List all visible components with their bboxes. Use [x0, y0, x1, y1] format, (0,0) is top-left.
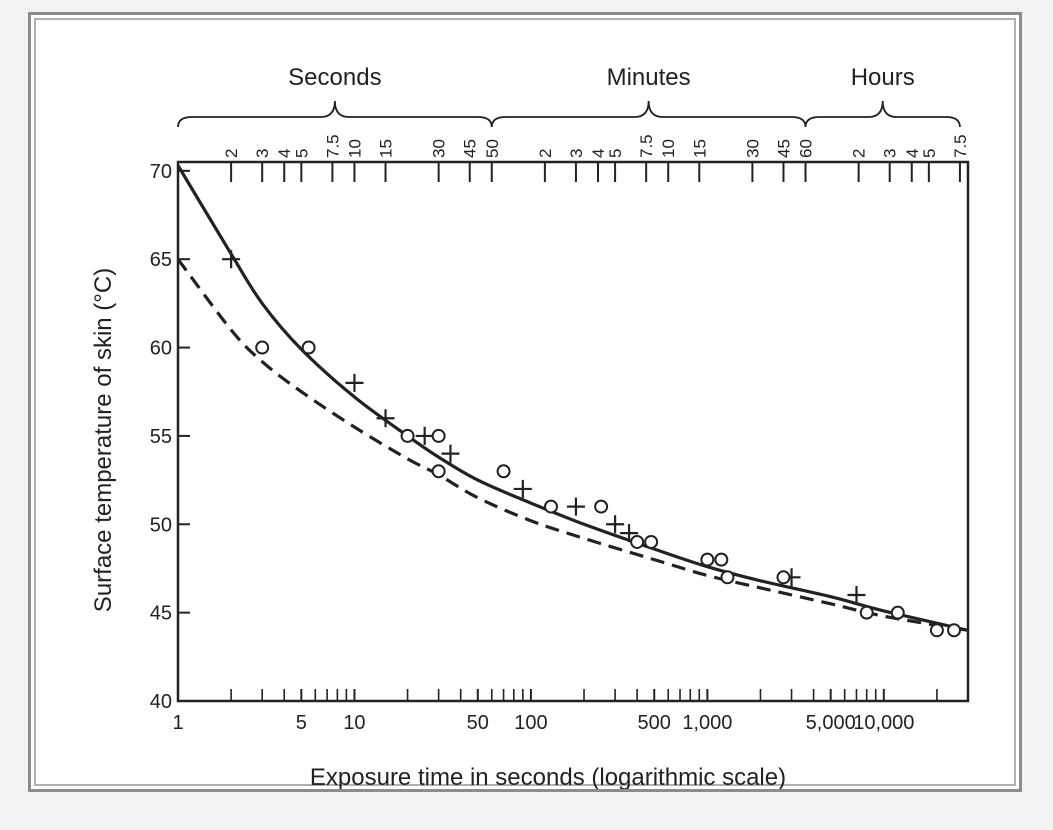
circle-marker-9	[644, 534, 659, 549]
circle-marker-16	[929, 623, 944, 638]
brace-seconds	[177, 100, 493, 128]
x-tick-label-10,000: 10,000	[853, 712, 914, 734]
y-tick-label-65: 65	[150, 249, 172, 271]
y-tick-label-45: 45	[150, 603, 172, 625]
x-tick-label-5,000: 5,000	[806, 712, 856, 734]
top-tick-label-17: 30	[743, 139, 762, 158]
plus-marker-1	[345, 373, 364, 392]
top-tick-label-24: 7.5	[951, 134, 970, 158]
top-tick-label-19: 60	[797, 139, 816, 158]
circle-marker-12	[720, 570, 735, 585]
top-tick-label-1: 3	[253, 149, 272, 158]
circle-marker-3	[431, 428, 446, 443]
circle-marker-2	[400, 428, 415, 443]
plus-marker-7	[606, 515, 625, 534]
circle-marker-15	[890, 605, 905, 620]
plot-frame	[176, 160, 970, 703]
circle-marker-17	[947, 623, 962, 638]
top-tick-label-12: 4	[589, 149, 608, 158]
x-tick-label-100: 100	[514, 712, 547, 734]
circle-marker-7	[594, 499, 609, 514]
plus-marker-3	[415, 426, 434, 445]
plus-marker-6	[566, 497, 585, 516]
top-tick-label-11: 3	[567, 149, 586, 158]
top-tick-label-20: 2	[850, 149, 869, 158]
plus-marker-10	[847, 585, 866, 604]
top-tick-label-16: 15	[690, 139, 709, 158]
figure-frame: 40 45 50 55 60 65 70 1 5 10 50 100 500 1,000 5,000 10,0…	[28, 12, 1022, 792]
top-tick-label-14: 7.5	[637, 134, 656, 158]
plus-marker-5	[513, 479, 532, 498]
x-tick-label-1,000: 1,000	[682, 712, 732, 734]
x-tick-label-5: 5	[296, 712, 307, 734]
group-label-seconds: Seconds	[288, 64, 381, 91]
y-tick-label-60: 60	[150, 338, 172, 360]
top-tick-label-10: 2	[536, 149, 555, 158]
circle-marker-1	[301, 340, 316, 355]
circle-marker-8	[630, 534, 645, 549]
top-tick-label-8: 45	[461, 139, 480, 158]
top-tick-label-3: 5	[292, 149, 311, 158]
group-label-minutes: Minutes	[607, 64, 691, 91]
group-label-hours: Hours	[851, 64, 915, 91]
top-tick-label-13: 5	[606, 149, 625, 158]
series-line-solid	[176, 164, 969, 632]
x-tick-label-500: 500	[638, 712, 671, 734]
top-tick-label-15: 10	[659, 139, 678, 158]
series-line-dashed	[176, 258, 969, 632]
circle-marker-14	[859, 605, 874, 620]
top-tick-label-2: 4	[275, 149, 294, 158]
y-tick-label-50: 50	[150, 514, 172, 536]
y-axis-title: Surface temperature of skin (°C)	[90, 268, 117, 612]
circle-marker-4	[431, 464, 446, 479]
plus-marker-0	[222, 250, 241, 269]
circle-marker-10	[700, 552, 715, 567]
x-tick-label-10: 10	[343, 712, 365, 734]
x-tick-label-50: 50	[467, 712, 489, 734]
circle-marker-5	[496, 464, 511, 479]
y-tick-label-70: 70	[150, 161, 172, 183]
top-tick-label-22: 4	[903, 149, 922, 158]
brace-hours	[804, 100, 961, 128]
plus-marker-2	[376, 409, 395, 428]
top-tick-label-9: 50	[483, 139, 502, 158]
top-tick-label-7: 30	[430, 139, 449, 158]
brace-minutes	[490, 100, 807, 128]
top-tick-label-5: 10	[345, 139, 364, 158]
top-tick-label-18: 45	[774, 139, 793, 158]
circle-marker-0	[255, 340, 270, 355]
x-axis-title: Exposure time in seconds (logarithmic sc…	[310, 764, 786, 789]
plus-marker-4	[441, 444, 460, 463]
top-tick-label-21: 3	[881, 149, 900, 158]
x-tick-label-1: 1	[172, 712, 183, 734]
top-tick-label-6: 15	[377, 139, 396, 158]
y-tick-label-40: 40	[150, 691, 172, 713]
circle-marker-11	[714, 552, 729, 567]
plus-marker-8	[620, 524, 639, 543]
circle-marker-13	[776, 570, 791, 585]
y-tick-label-55: 55	[150, 426, 172, 448]
top-tick-label-23: 5	[920, 149, 939, 158]
circle-marker-6	[544, 499, 559, 514]
top-tick-label-0: 2	[222, 149, 241, 158]
top-tick-label-4: 7.5	[323, 134, 342, 158]
